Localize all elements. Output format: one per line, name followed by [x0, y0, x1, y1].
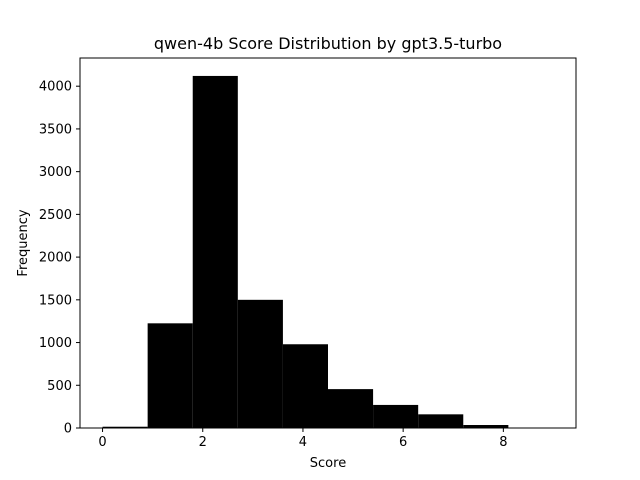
histogram-bar-3: [237, 299, 283, 428]
y-ticks-group: 0 500 1000 1500 2000 2500 3000 3500 4000: [39, 80, 80, 437]
x-axis-label: Score: [310, 456, 346, 471]
x-tick-label-2: 4: [299, 435, 307, 450]
y-tick-label-2: 1000: [39, 336, 72, 351]
histogram-bar-2: [192, 75, 238, 428]
x-tick-label-4: 8: [499, 435, 507, 450]
histogram-bar-0: [102, 426, 148, 428]
y-tick-label-7: 3500: [39, 122, 72, 137]
chart-title: qwen-4b Score Distribution by gpt3.5-tur…: [154, 34, 502, 53]
y-tick-label-6: 3000: [39, 165, 72, 180]
bars-group: [102, 75, 554, 428]
x-tick-label-1: 2: [199, 435, 207, 450]
x-ticks-group: 0 2 4 6 8: [98, 428, 507, 450]
axes-frame: [79, 57, 577, 429]
histogram-bar-8: [463, 425, 509, 428]
histogram-bar-6: [373, 404, 419, 428]
x-tick-label-0: 0: [98, 435, 106, 450]
y-tick-label-1: 500: [47, 379, 72, 394]
x-tick-label-3: 6: [399, 435, 407, 450]
y-tick-label-8: 4000: [39, 80, 72, 95]
y-tick-label-0: 0: [64, 422, 72, 437]
histogram-bar-4: [282, 344, 328, 428]
y-tick-label-3: 1500: [39, 293, 72, 308]
y-tick-label-4: 2000: [39, 251, 72, 266]
histogram-bar-7: [418, 414, 464, 428]
histogram-bar-5: [328, 389, 374, 428]
histogram-bar-1: [147, 323, 193, 428]
y-axis-label: Frequency: [16, 209, 31, 276]
y-tick-label-5: 2500: [39, 208, 72, 223]
